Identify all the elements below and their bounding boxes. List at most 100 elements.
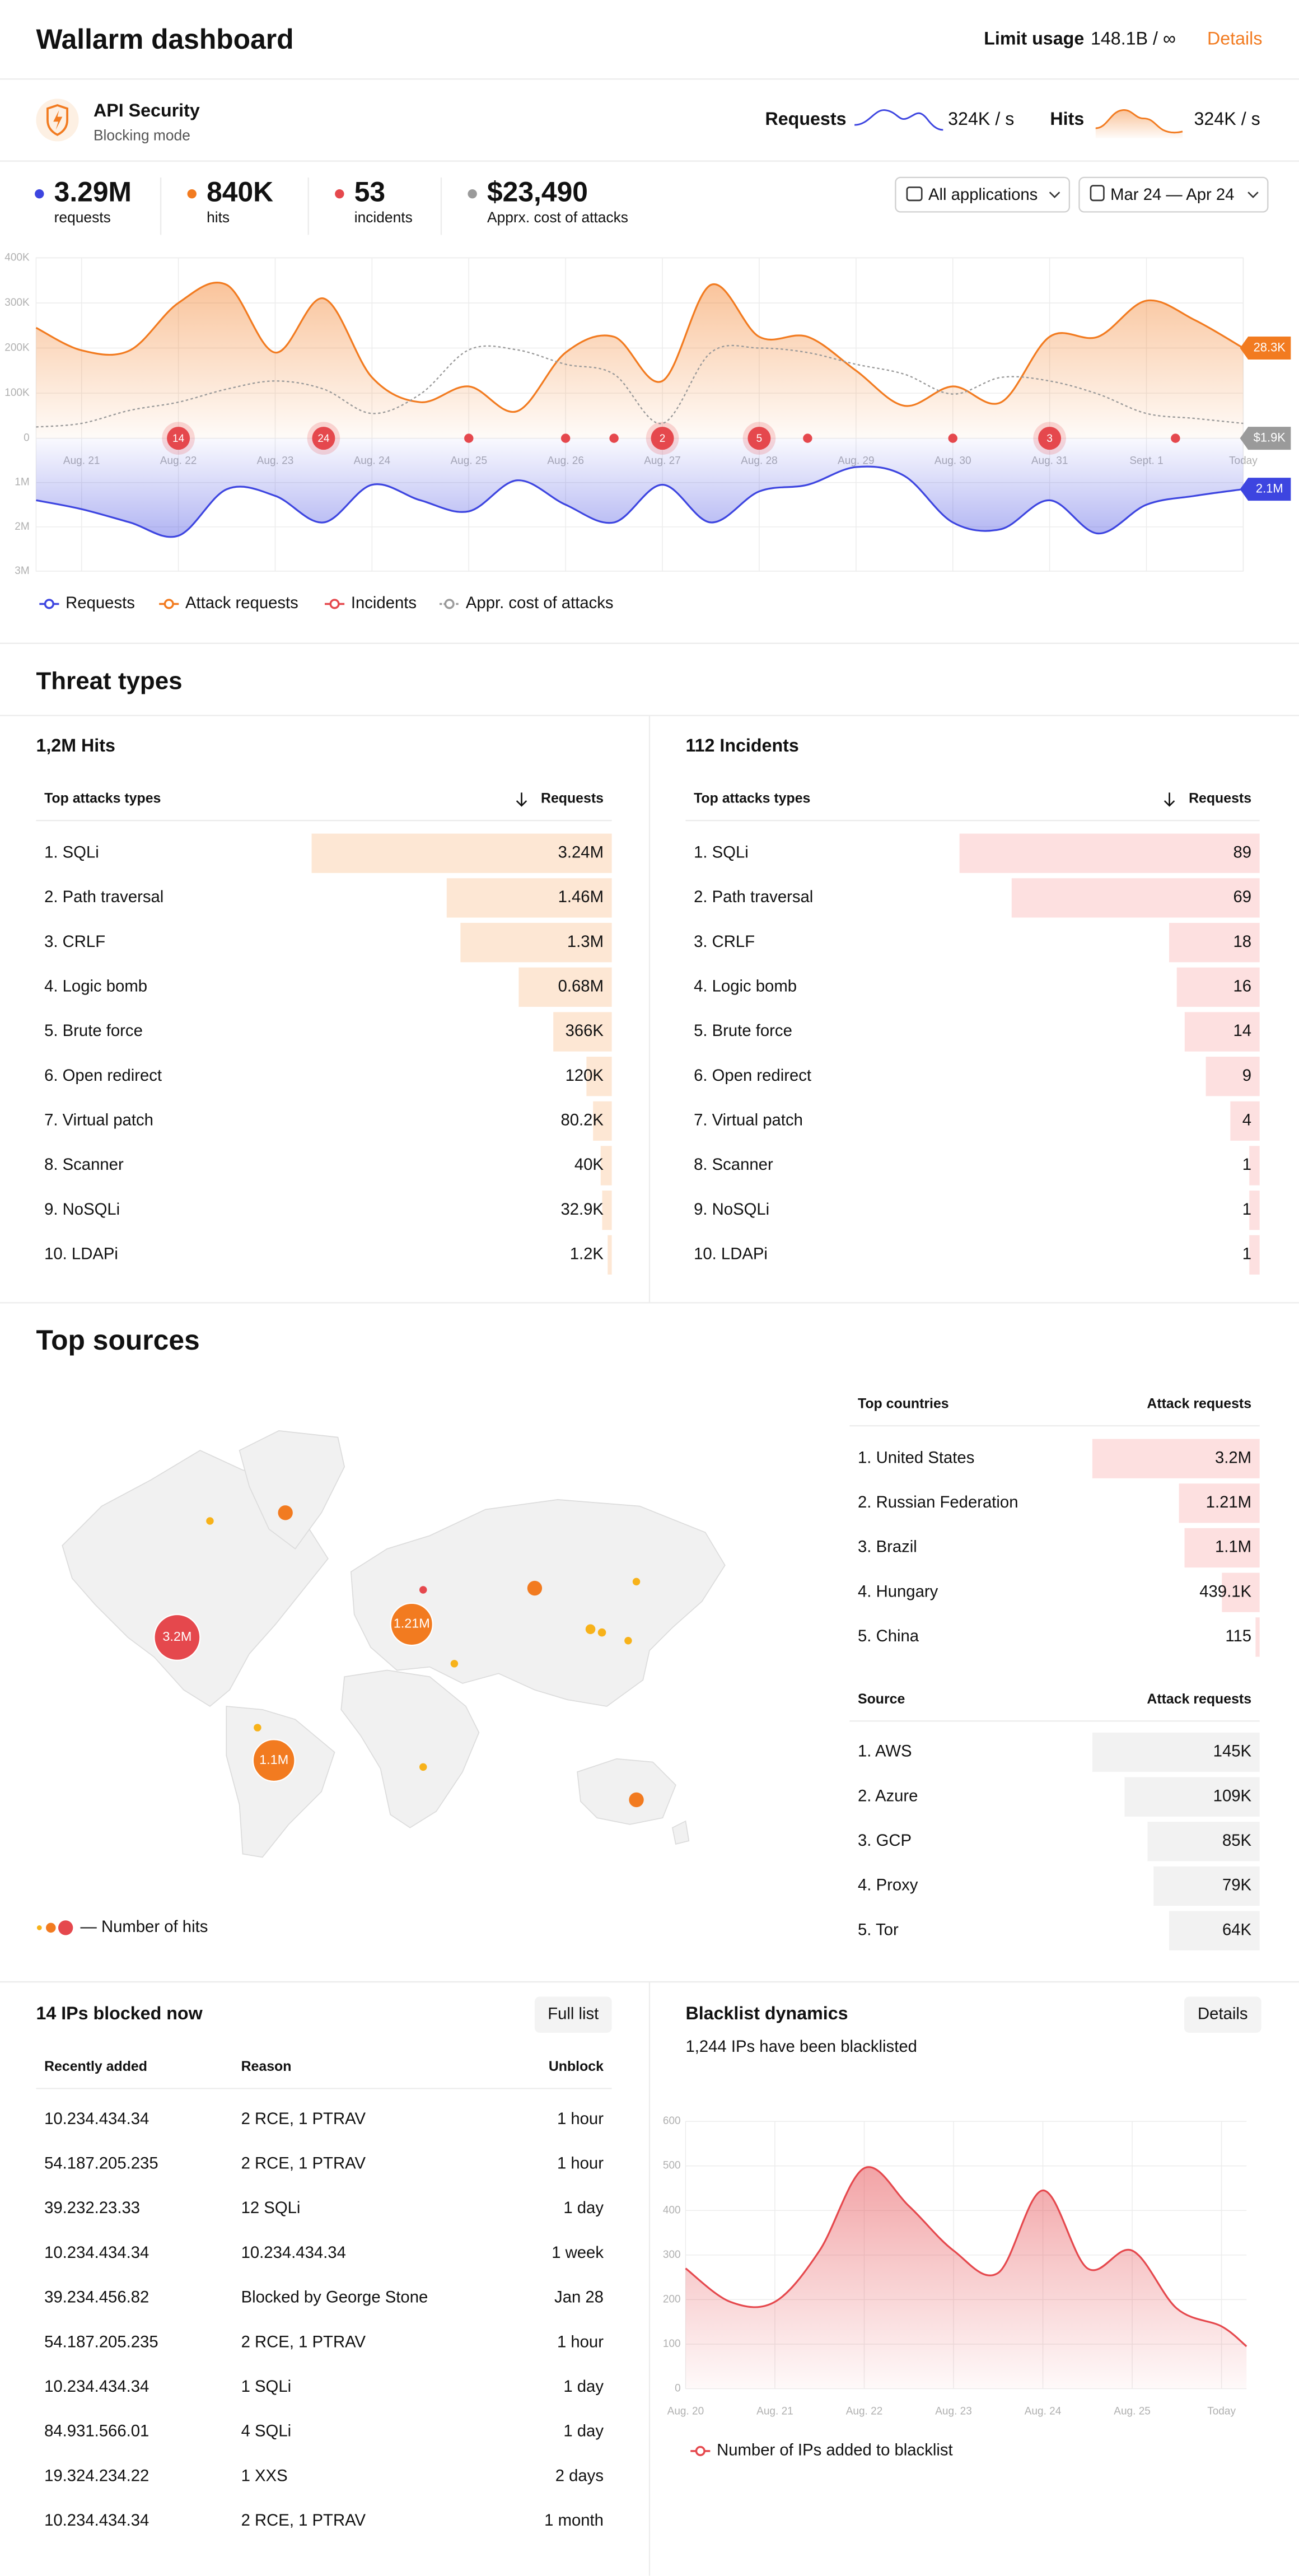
applications-dropdown[interactable]	[895, 176, 1071, 213]
legend-label: Number of IPs added to blacklist	[717, 2441, 953, 2460]
bar	[593, 1101, 612, 1141]
cell: 1 day	[563, 2199, 604, 2217]
end-label: 28.3K	[1254, 340, 1286, 354]
legend-dot	[36, 1925, 42, 1930]
row-label: 6. Open redirect	[694, 1066, 811, 1085]
details-link[interactable]: Details	[1207, 28, 1262, 48]
bar	[1230, 1101, 1260, 1141]
cell: 10.234.434.34	[44, 2243, 149, 2262]
incident-dot	[609, 433, 619, 443]
series-area	[36, 282, 1244, 438]
incidents-title: 112 Incidents	[685, 735, 798, 755]
stat-value: 3.29M	[54, 176, 132, 207]
row-value: 16	[1233, 977, 1251, 996]
row-label: 3. GCP	[858, 1831, 912, 1850]
cell: 1 XXS	[241, 2466, 288, 2485]
x-tick-label: Aug. 24	[1025, 2406, 1062, 2418]
incident-label: 14	[172, 433, 185, 445]
column-header: Reason	[241, 2059, 292, 2074]
full-list-label[interactable]: Full list	[548, 2004, 599, 2023]
bar	[518, 967, 612, 1007]
y2-tick-label: 1M	[15, 477, 29, 488]
cell: 10.234.434.34	[44, 2511, 149, 2530]
incident-dot	[560, 433, 571, 443]
row-value: 1.46M	[558, 888, 604, 906]
bar	[1011, 878, 1260, 918]
y-tick-label: 400	[663, 2204, 681, 2216]
hits-sparkline-fill	[1095, 110, 1183, 138]
incident-dot	[747, 427, 771, 450]
bar	[1249, 1235, 1260, 1275]
incident-dot	[167, 427, 190, 450]
stat-dot	[468, 189, 477, 199]
column-header: Requests	[541, 791, 604, 806]
column-header: Requests	[1189, 791, 1251, 806]
row-label: 10. LDAPi	[44, 1245, 118, 1263]
row-label: 4. Logic bomb	[694, 977, 797, 996]
requests-label: Requests	[765, 109, 846, 129]
bar	[600, 1146, 612, 1186]
bar	[460, 922, 612, 963]
y-tick-label: 300	[663, 2249, 681, 2261]
cell: 4 SQLi	[241, 2422, 292, 2440]
map-minor-dots	[206, 1505, 644, 1808]
cell: 1 SQLi	[241, 2377, 292, 2396]
row-label: 8. Scanner	[694, 1155, 773, 1174]
row-value: 79K	[1222, 1876, 1252, 1894]
legend-dot	[46, 1922, 56, 1933]
x-tick-label: Aug. 20	[667, 2406, 704, 2418]
series-area	[36, 438, 1244, 537]
stat-value: 53	[354, 176, 385, 207]
cell: 1 hour	[557, 2154, 604, 2173]
cell: 54.187.205.235	[44, 2332, 158, 2351]
column-header: Recently added	[44, 2059, 147, 2074]
stat-label: requests	[54, 209, 111, 226]
cell: 1 hour	[557, 2110, 604, 2128]
stat-value: 840K	[207, 176, 273, 207]
blocked-title: 14 IPs blocked now	[36, 2003, 203, 2023]
y-tick-label: 400K	[4, 251, 30, 263]
dates-filter[interactable]: Mar 24 — Apr 24	[1110, 185, 1234, 204]
legend-dot	[58, 1920, 73, 1935]
full-list-button[interactable]	[534, 1996, 612, 2033]
legend-label: Requests	[66, 594, 135, 612]
page-title: Wallarm dashboard	[36, 24, 293, 55]
details-button[interactable]	[1184, 1996, 1261, 2033]
row-label: 1. United States	[858, 1448, 974, 1467]
app-icon	[906, 186, 923, 202]
details-label[interactable]: Details	[1198, 2004, 1248, 2023]
cell: 1 hour	[557, 2332, 604, 2351]
column-header: Top attacks types	[694, 791, 810, 806]
dates-dropdown[interactable]	[1078, 176, 1269, 213]
cell: 2 RCE, 1 PTRAV	[241, 2511, 366, 2530]
bubble-label: 1.21M	[394, 1616, 430, 1631]
bar	[1205, 1056, 1260, 1096]
row-value: 1	[1242, 1155, 1251, 1174]
row-value: 4	[1242, 1111, 1251, 1130]
incident-label: 24	[317, 433, 330, 445]
applications-filter[interactable]: All applications	[928, 185, 1038, 204]
limit-value: 148.1B / ∞	[1091, 28, 1176, 48]
bar	[1169, 922, 1260, 963]
map-bubble	[153, 1613, 201, 1662]
row-label: 1. AWS	[858, 1742, 912, 1761]
row-label: 7. Virtual patch	[44, 1111, 153, 1130]
shield-icon	[46, 104, 69, 136]
row-label: 5. Brute force	[694, 1021, 792, 1040]
series-line	[36, 465, 1244, 538]
incident-label: 2	[660, 433, 666, 445]
map-bubble	[390, 1602, 434, 1646]
x-tick-label: Aug. 23	[935, 2406, 972, 2418]
y-tick-label: 0	[24, 432, 30, 444]
row-label: 4. Proxy	[858, 1876, 918, 1894]
incident-dot	[803, 433, 812, 443]
row-value: 32.9K	[560, 1200, 604, 1219]
y-tick-label: 300K	[4, 297, 30, 309]
cell: 2 RCE, 1 PTRAV	[241, 2110, 366, 2128]
cell: 39.234.456.82	[44, 2288, 149, 2307]
cell: 84.931.566.01	[44, 2422, 149, 2440]
row-label: 2. Azure	[858, 1786, 918, 1805]
row-value: 109K	[1213, 1786, 1252, 1805]
series-area	[685, 2167, 1247, 2389]
